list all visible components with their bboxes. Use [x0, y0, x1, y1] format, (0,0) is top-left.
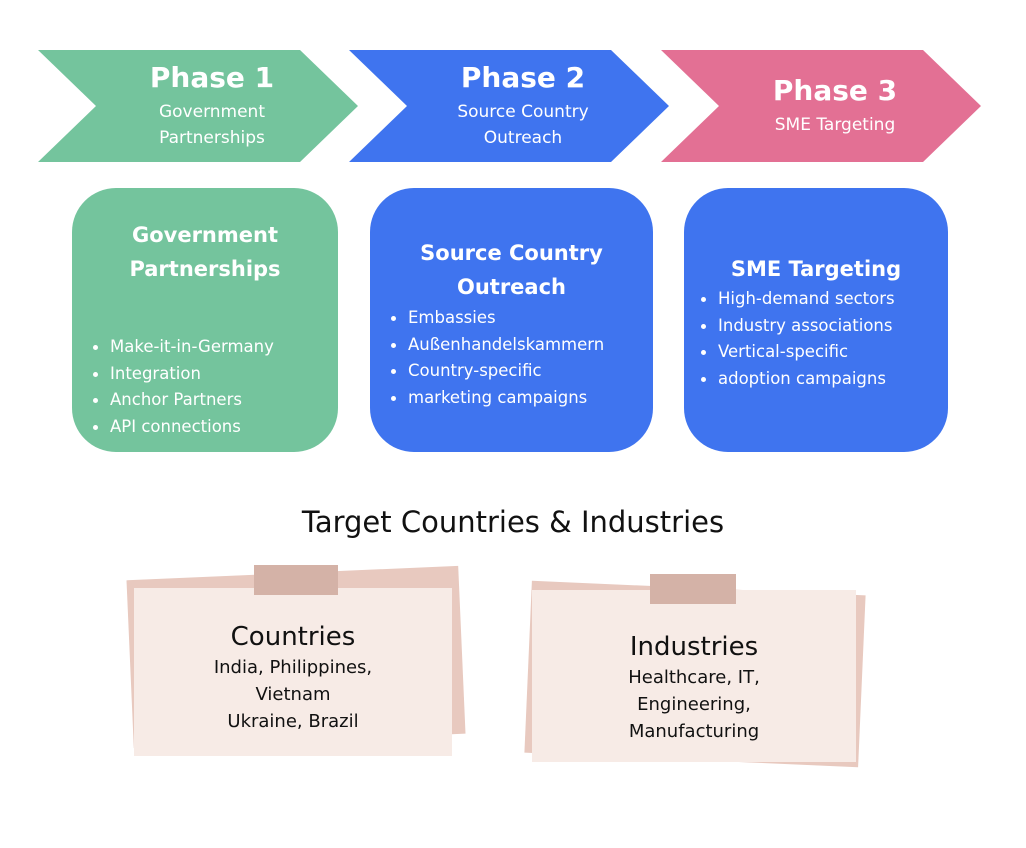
card-sme-targeting: SME Targeting High-demand sectors Indust… — [684, 188, 948, 452]
note-line: Manufacturing — [628, 721, 760, 742]
card-title-line: Government — [131, 223, 278, 247]
tape — [650, 574, 736, 604]
card-title: SME Targeting — [684, 252, 948, 286]
tape — [254, 565, 338, 595]
phase-2-subtitle: Source Country Outreach — [457, 99, 588, 151]
card-title: Source Country Outreach — [370, 236, 653, 304]
note-countries: Countries India, Philippines, Vietnam Uk… — [134, 588, 452, 756]
list-item: Industry associations — [698, 313, 948, 340]
phase-2-subtitle-line: Source Country — [457, 102, 589, 122]
phase-2-title: Phase 2 — [460, 61, 586, 94]
card-list: Embassies Außenhandelskammern Country-sp… — [388, 305, 653, 411]
section-title: Target Countries & Industries — [301, 505, 725, 539]
list-item: API connections — [90, 414, 338, 441]
note-line: Healthcare, IT, — [628, 667, 760, 688]
phase-1-subtitle: Government Partnerships — [150, 99, 274, 151]
chevron-shape — [661, 50, 981, 162]
phase-3-subtitle-line: SME Targeting — [774, 115, 896, 135]
list-item: Außenhandelskammern — [388, 332, 653, 359]
list-item: Vertical-specific — [698, 339, 948, 366]
phase-3-title: Phase 3 — [772, 74, 898, 107]
phase-1-subtitle-line: Government — [158, 102, 266, 122]
card-title-line: Source Country — [420, 241, 603, 265]
list-item: marketing campaigns — [388, 385, 653, 412]
note-line: India, Philippines, — [213, 657, 373, 678]
card-title-line: SME Targeting — [730, 257, 902, 281]
card-list: High-demand sectors Industry association… — [698, 286, 948, 392]
phase-3-subtitle: SME Targeting — [773, 112, 897, 138]
card-title-line: Outreach — [456, 275, 566, 299]
note-title: Countries — [230, 622, 356, 652]
list-item: adoption campaigns — [698, 366, 948, 393]
card-government-partnerships: Government Partnerships Make-it-in-Germa… — [72, 188, 338, 452]
phase-2-subtitle-line: Outreach — [483, 128, 563, 148]
note-line: Vietnam — [255, 684, 331, 705]
card-title: Government Partnerships — [72, 218, 338, 286]
phase-1-title: Phase 1 — [149, 61, 275, 94]
card-title-line: Partnerships — [129, 257, 281, 281]
chevron-shape — [349, 50, 669, 162]
card-list: Make-it-in-Germany Integration Anchor Pa… — [90, 334, 338, 440]
list-item: Integration — [90, 361, 338, 388]
phase-1-subtitle-line: Partnerships — [159, 128, 265, 148]
list-item: High-demand sectors — [698, 286, 948, 313]
chevron-shape — [38, 50, 358, 162]
phase-1-arrow: Phase 1 Government Partnerships — [38, 50, 358, 162]
card-source-country-outreach: Source Country Outreach Embassies Außenh… — [370, 188, 653, 452]
note-line: Ukraine, Brazil — [227, 711, 359, 732]
phase-3-arrow: Phase 3 SME Targeting — [661, 50, 981, 162]
phase-2-arrow: Phase 2 Source Country Outreach — [349, 50, 669, 162]
list-item: Embassies — [388, 305, 653, 332]
note-title: Industries — [629, 632, 759, 662]
note-line: Engineering, — [637, 694, 751, 715]
list-item: Country-specific — [388, 358, 653, 385]
list-item: Anchor Partners — [90, 387, 338, 414]
note-industries: Industries Healthcare, IT, Engineering, … — [532, 590, 856, 762]
list-item: Make-it-in-Germany — [90, 334, 338, 361]
